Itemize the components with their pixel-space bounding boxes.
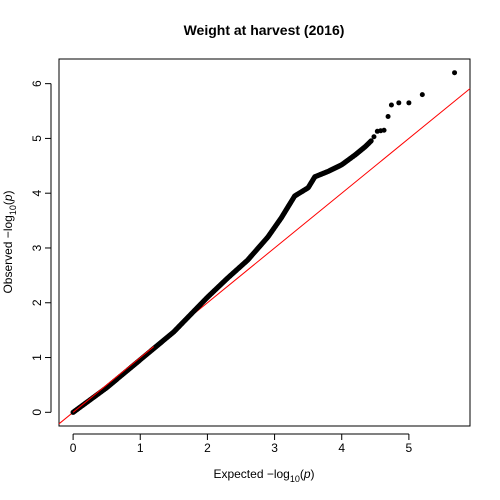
x-tick-label: 5	[406, 441, 413, 455]
y-axis-label-open: (	[1, 201, 15, 205]
data-point-outlier	[396, 100, 402, 106]
data-point-outlier	[388, 102, 394, 108]
y-axis-label-prefix: Observed −log	[1, 215, 15, 293]
data-point-outlier	[385, 114, 391, 120]
x-axis-label: Expected −log10(p)	[213, 467, 314, 484]
chart-title: Weight at harvest (2016)	[184, 22, 345, 38]
data-point	[368, 138, 374, 144]
data-point-outlier	[371, 134, 377, 140]
y-axis: 0 1 2 3 4 5 6	[30, 80, 52, 416]
x-axis-label-prefix: Expected −log	[213, 467, 289, 481]
x-tick-label: 0	[70, 441, 77, 455]
data-point-outlier	[419, 92, 425, 98]
x-axis-label-close: )	[311, 467, 315, 481]
data-point-outlier	[452, 70, 458, 76]
x-tick-label: 3	[271, 441, 278, 455]
x-tick-label: 1	[137, 441, 144, 455]
y-tick-label: 5	[30, 135, 44, 142]
plot-frame	[58, 58, 471, 427]
y-axis-label: Observed −log10(p)	[1, 190, 18, 293]
plot-area	[58, 58, 471, 427]
y-tick-label: 1	[30, 354, 44, 361]
x-axis-label-open: (	[300, 467, 304, 481]
y-tick-label: 6	[30, 80, 44, 87]
x-tick-label: 4	[338, 441, 345, 455]
reference-line-overlay	[72, 346, 155, 413]
x-axis-label-var: p	[303, 467, 311, 481]
points-layer	[70, 70, 458, 415]
x-axis: 0 1 2 3 4 5	[70, 433, 413, 455]
y-tick-label: 3	[30, 244, 44, 251]
data-point-outlier	[381, 127, 387, 133]
y-tick-label: 0	[30, 409, 44, 416]
x-tick-label: 2	[204, 441, 211, 455]
x-axis-label-base: 10	[290, 474, 300, 484]
y-tick-label: 4	[30, 190, 44, 197]
y-axis-label-var: p	[1, 194, 15, 202]
y-tick-label: 2	[30, 299, 44, 306]
data-point-outlier	[406, 100, 412, 106]
y-axis-label-close: )	[1, 190, 15, 194]
y-axis-label-base: 10	[8, 205, 18, 215]
